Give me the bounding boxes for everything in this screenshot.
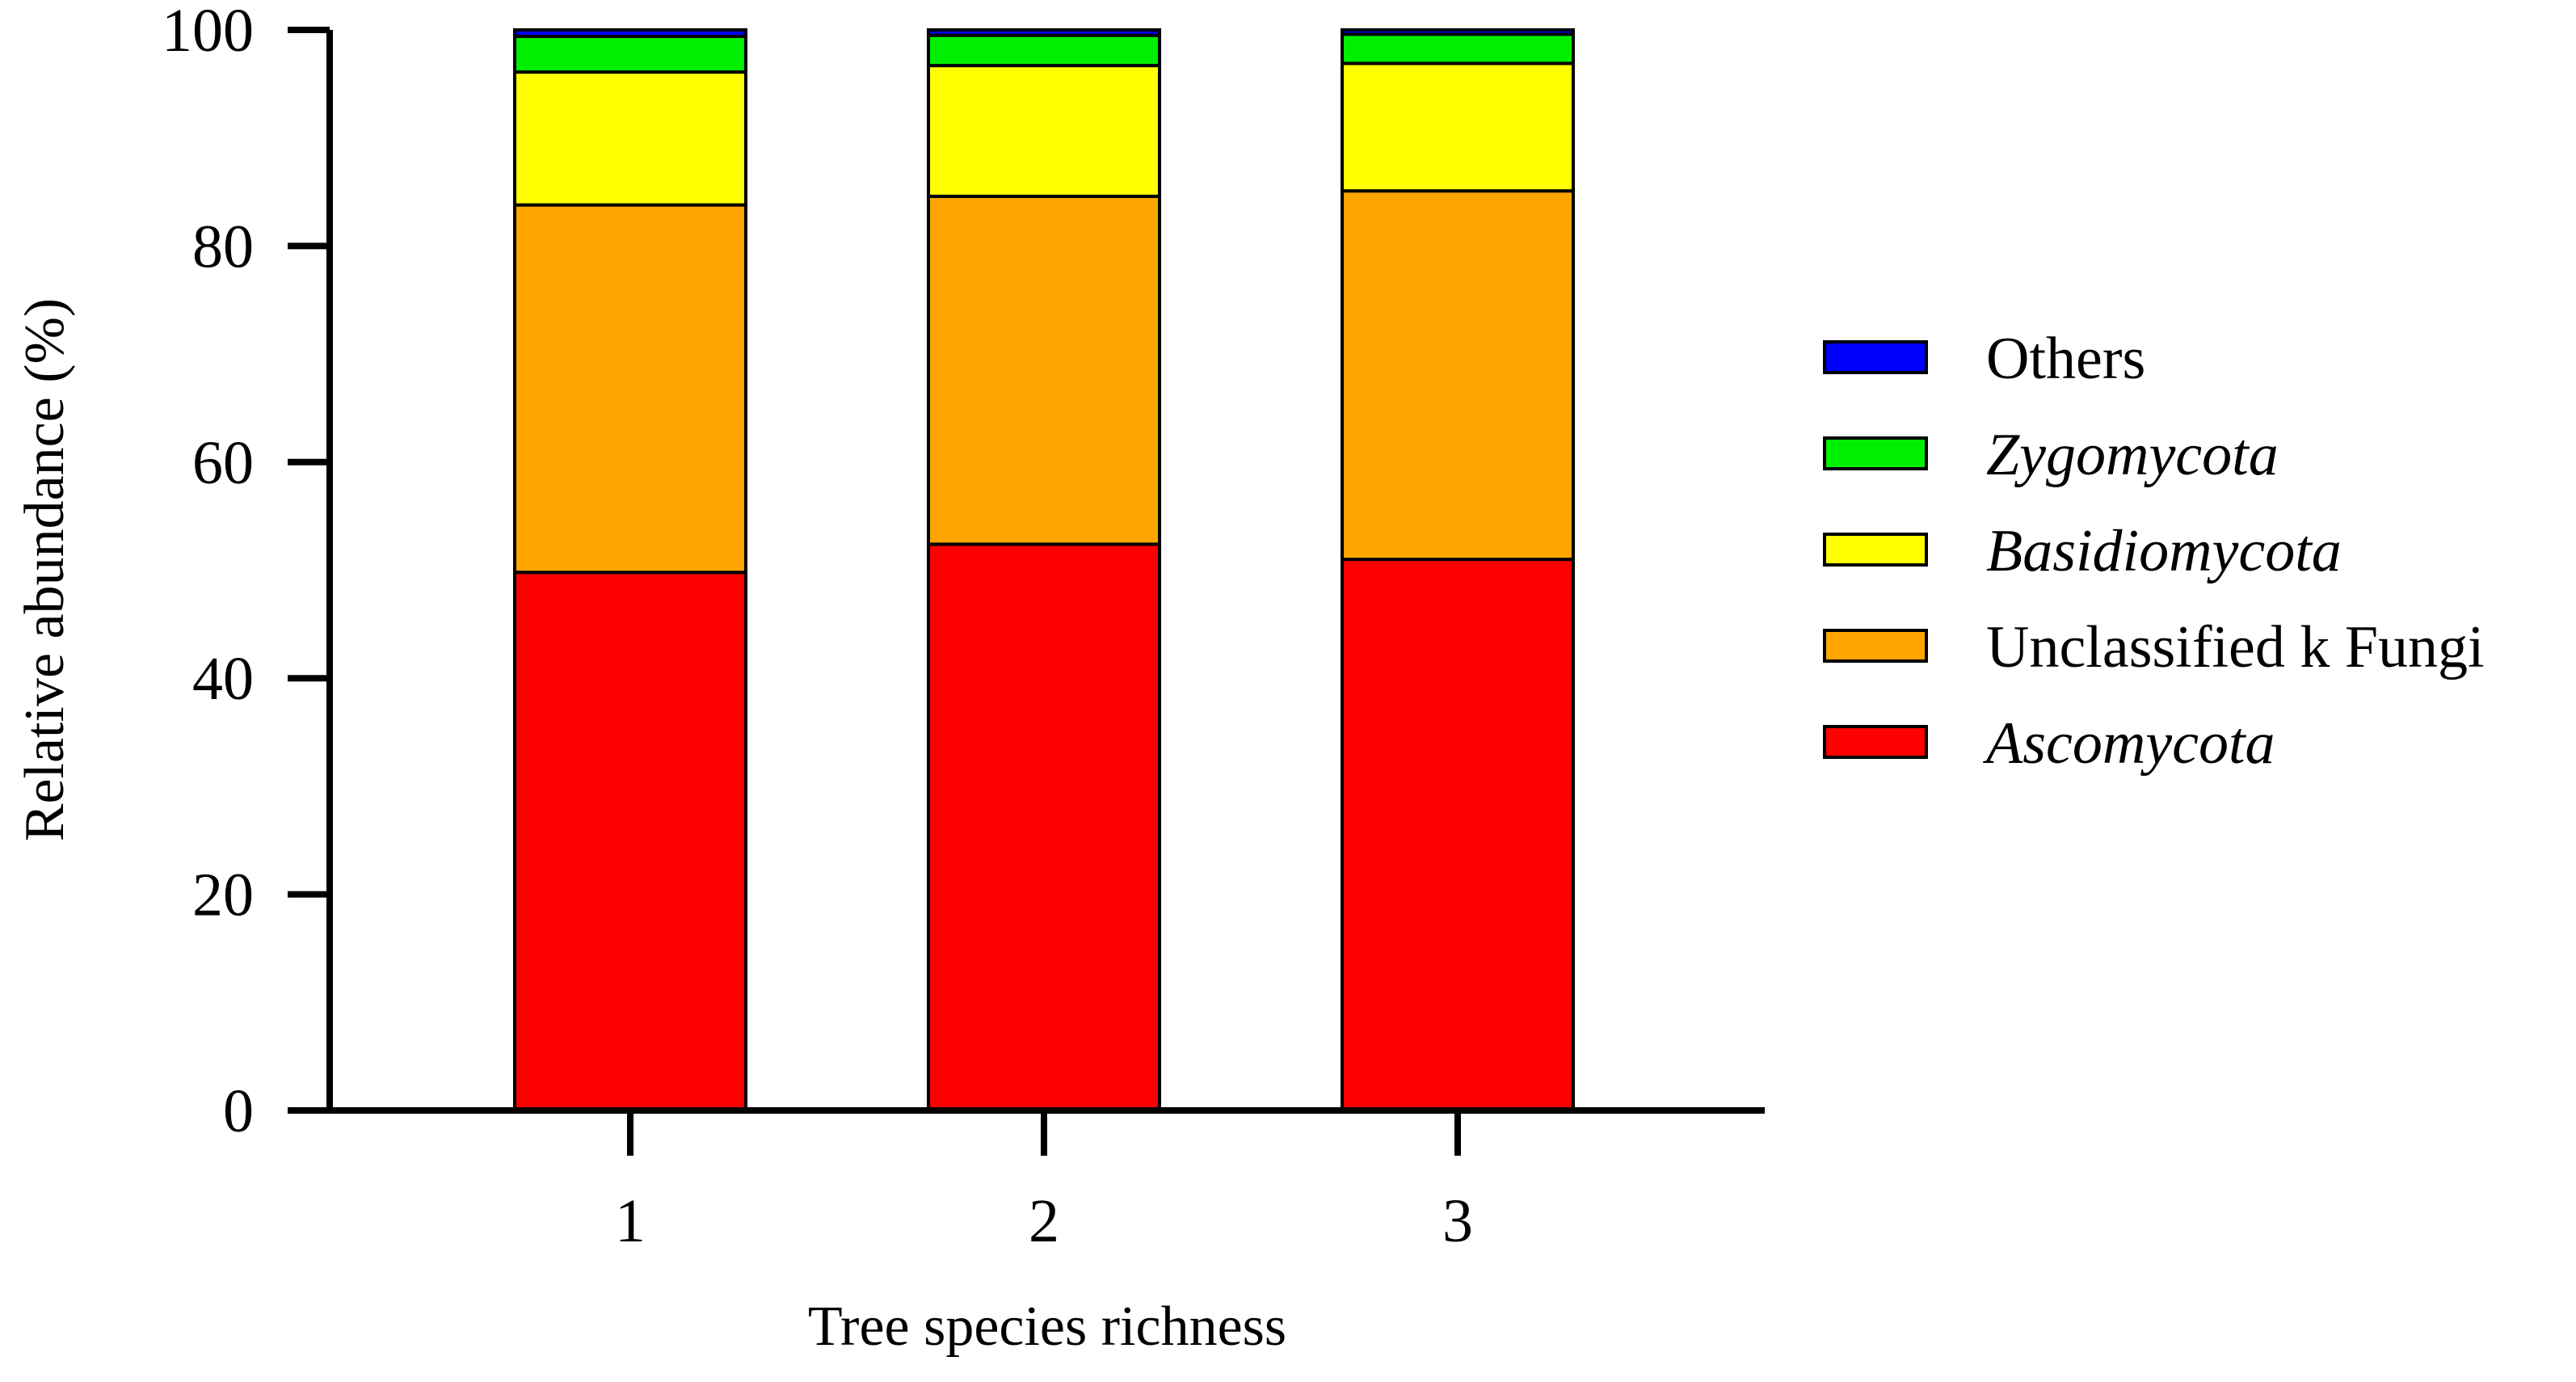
legend-label-ascomycota: Ascomycota: [1982, 710, 2275, 777]
legend-label-others: Others: [1986, 326, 2145, 392]
y-tick-label-100: 100: [162, 0, 254, 65]
legend-swatch-unclassified-k-fungi: [1823, 629, 1928, 663]
legend: Others Zygomycota Basidiomycota Unclassifie…: [1823, 326, 2485, 777]
legend-swatch-basidiomycota: [1823, 533, 1928, 567]
bar-1-zygomycota: [513, 35, 747, 74]
y-tick-label-20: 20: [192, 862, 254, 929]
legend-label-zygomycota: Zygomycota: [1986, 422, 2279, 488]
x-tick-label-1: 1: [615, 1187, 646, 1255]
legend-swatch-zygomycota: [1823, 436, 1928, 470]
bar-2-basidiomycota: [927, 64, 1161, 198]
bar-3-basidiomycota: [1341, 61, 1575, 193]
bars-layer: [513, 28, 1575, 1112]
legend-swatch-others: [1823, 340, 1928, 374]
bar-2-zygomycota: [927, 33, 1161, 68]
bar-2-unclassified-k-fungi: [927, 194, 1161, 546]
bar-1-unclassified-k-fungi: [513, 203, 747, 575]
bar-2-ascomycota: [927, 542, 1161, 1112]
bar-3-zygomycota: [1341, 32, 1575, 65]
y-ticks: 0 20 40 60 80 100: [162, 0, 330, 1145]
y-tick-label-40: 40: [192, 645, 254, 713]
y-tick-label-80: 80: [192, 213, 254, 280]
bar-3-ascomycota: [1341, 558, 1575, 1112]
bar-3-unclassified-k-fungi: [1341, 189, 1575, 562]
x-tick-label-3: 3: [1442, 1187, 1473, 1255]
legend-label-unclassified-k-fungi: Unclassified k Fungi: [1986, 614, 2485, 680]
bar-2-others: [927, 28, 1161, 37]
legend-swatch-ascomycota: [1823, 725, 1928, 759]
x-ticks: 1 2 3: [615, 1110, 1473, 1255]
y-tick-label-0: 0: [223, 1077, 254, 1145]
bar-1-ascomycota: [513, 571, 747, 1112]
y-tick-label-60: 60: [192, 429, 254, 497]
bar-1-basidiomycota: [513, 70, 747, 207]
legend-label-basidiomycota: Basidiomycota: [1986, 518, 2342, 584]
bar-1-others: [513, 28, 747, 39]
x-tick-label-2: 2: [1029, 1187, 1059, 1255]
x-axis-title: Tree species richness: [808, 1296, 1286, 1358]
y-axis-title: Relative abundance (%): [14, 298, 76, 841]
bar-3-others: [1341, 28, 1575, 36]
